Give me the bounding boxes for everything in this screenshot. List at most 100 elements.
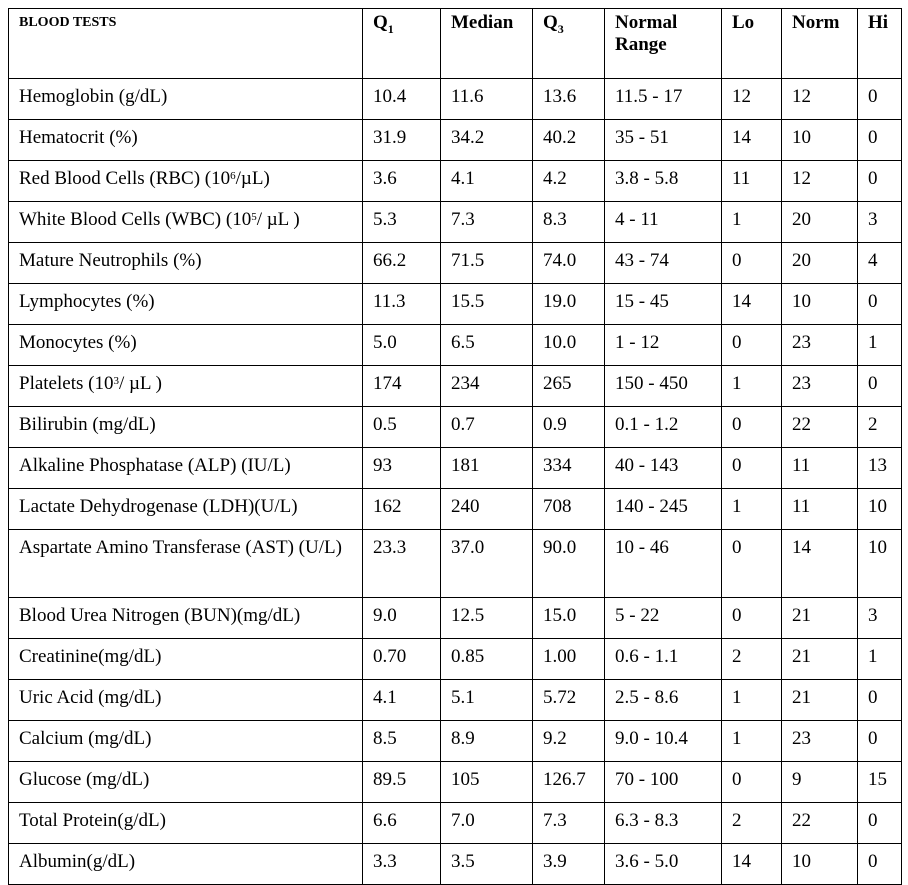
cell-q3: 9.2 — [532, 720, 605, 762]
cell-hi: 0 — [857, 283, 902, 325]
cell-lo: 1 — [721, 488, 782, 530]
blood-tests-table: BLOOD TESTS Q1 Median Q3 Normal Range Lo Norm H… — [8, 8, 902, 885]
test-name: Blood Urea Nitrogen (BUN)(mg/dL) — [19, 605, 301, 626]
cell-hi: 1 — [857, 324, 902, 366]
test-name: White Blood Cells (WBC) (10 — [19, 209, 252, 230]
cell-median: 5.1 — [440, 679, 533, 721]
cell-test: Albumin(g/dL) — [8, 843, 363, 885]
cell-q3: 13.6 — [532, 78, 605, 120]
cell-q1: 5.0 — [362, 324, 441, 366]
cell-range: 5 - 22 — [604, 597, 722, 639]
cell-hi: 10 — [857, 529, 902, 598]
cell-test: Hemoglobin (g/dL) — [8, 78, 363, 120]
cell-range: 35 - 51 — [604, 119, 722, 161]
table-row: White Blood Cells (WBC) (105/ µL ) 5.3 7.3… — [8, 201, 902, 243]
header-label: Normal Range — [615, 12, 678, 55]
header-label: Hi — [868, 12, 889, 33]
cell-hi: 0 — [857, 843, 902, 885]
cell-norm: 21 — [781, 638, 858, 680]
test-name: Creatinine(mg/dL) — [19, 646, 162, 667]
header-normal-range: Normal Range — [604, 8, 722, 79]
cell-q3: 5.72 — [532, 679, 605, 721]
cell-q1: 0.70 — [362, 638, 441, 680]
cell-norm: 23 — [781, 324, 858, 366]
cell-range: 70 - 100 — [604, 761, 722, 803]
cell-norm: 12 — [781, 78, 858, 120]
cell-q1: 8.5 — [362, 720, 441, 762]
cell-q1: 174 — [362, 365, 441, 407]
table-row: Albumin(g/dL) 3.3 3.5 3.9 3.6 - 5.0 14 10 0 — [8, 843, 902, 885]
cell-q1: 3.3 — [362, 843, 441, 885]
test-name: Red Blood Cells (RBC) (10 — [19, 168, 231, 189]
cell-lo: 0 — [721, 447, 782, 489]
cell-q3: 0.9 — [532, 406, 605, 448]
cell-norm: 10 — [781, 843, 858, 885]
table-row: Monocytes (%) 5.0 6.5 10.0 1 - 12 0 23 1 — [8, 324, 902, 366]
table-row: Creatinine(mg/dL) 0.70 0.85 1.00 0.6 - 1.1 2 2… — [8, 638, 902, 680]
cell-lo: 2 — [721, 638, 782, 680]
test-name: Platelets (10 — [19, 373, 114, 394]
header-subscript: 3 — [557, 21, 564, 36]
test-name: Lymphocytes (%) — [19, 291, 155, 312]
header-lo: Lo — [721, 8, 782, 79]
cell-q1: 5.3 — [362, 201, 441, 243]
cell-lo: 1 — [721, 720, 782, 762]
test-unit: / µL ) — [118, 373, 162, 394]
cell-q3: 74.0 — [532, 242, 605, 284]
table-row: Hematocrit (%) 31.9 34.2 40.2 35 - 51 14 10 0 — [8, 119, 902, 161]
cell-q3: 19.0 — [532, 283, 605, 325]
header-hi: Hi — [857, 8, 902, 79]
cell-q1: 89.5 — [362, 761, 441, 803]
test-name: Mature Neutrophils (%) — [19, 250, 202, 271]
cell-range: 150 - 450 — [604, 365, 722, 407]
test-name: Hematocrit (%) — [19, 127, 138, 148]
cell-median: 11.6 — [440, 78, 533, 120]
cell-range: 0.1 - 1.2 — [604, 406, 722, 448]
cell-lo: 1 — [721, 201, 782, 243]
cell-q3: 1.00 — [532, 638, 605, 680]
cell-median: 234 — [440, 365, 533, 407]
table-row: Uric Acid (mg/dL) 4.1 5.1 5.72 2.5 - 8.6 1 21 0 — [8, 679, 902, 721]
cell-q1: 9.0 — [362, 597, 441, 639]
cell-norm: 22 — [781, 802, 858, 844]
cell-hi: 0 — [857, 119, 902, 161]
cell-range: 4 - 11 — [604, 201, 722, 243]
cell-median: 8.9 — [440, 720, 533, 762]
header-label: Median — [451, 12, 514, 33]
cell-hi: 0 — [857, 720, 902, 762]
cell-test: Aspartate Amino Transferase (AST) (U/L) — [8, 529, 363, 598]
cell-test: Bilirubin (mg/dL) — [8, 406, 363, 448]
cell-range: 9.0 - 10.4 — [604, 720, 722, 762]
cell-lo: 14 — [721, 843, 782, 885]
cell-norm: 9 — [781, 761, 858, 803]
cell-q3: 8.3 — [532, 201, 605, 243]
cell-test: Creatinine(mg/dL) — [8, 638, 363, 680]
cell-test: Alkaline Phosphatase (ALP) (IU/L) — [8, 447, 363, 489]
cell-q1: 0.5 — [362, 406, 441, 448]
cell-hi: 0 — [857, 365, 902, 407]
cell-range: 15 - 45 — [604, 283, 722, 325]
cell-range: 43 - 74 — [604, 242, 722, 284]
test-name: Aspartate Amino Transferase (AST) (U/L) — [19, 537, 342, 558]
cell-norm: 23 — [781, 720, 858, 762]
cell-q3: 10.0 — [532, 324, 605, 366]
cell-hi: 0 — [857, 679, 902, 721]
cell-q1: 93 — [362, 447, 441, 489]
table-row: Bilirubin (mg/dL) 0.5 0.7 0.9 0.1 - 1.2 0 22 2 — [8, 406, 902, 448]
cell-median: 0.85 — [440, 638, 533, 680]
table-row: Blood Urea Nitrogen (BUN)(mg/dL) 9.0 12.5 1… — [8, 597, 902, 639]
cell-lo: 0 — [721, 406, 782, 448]
cell-q1: 66.2 — [362, 242, 441, 284]
cell-norm: 11 — [781, 488, 858, 530]
header-subscript: 1 — [387, 21, 394, 36]
cell-hi: 0 — [857, 160, 902, 202]
test-name: Glucose (mg/dL) — [19, 769, 150, 790]
cell-lo: 0 — [721, 242, 782, 284]
cell-median: 71.5 — [440, 242, 533, 284]
cell-test: Blood Urea Nitrogen (BUN)(mg/dL) — [8, 597, 363, 639]
cell-norm: 10 — [781, 119, 858, 161]
cell-median: 0.7 — [440, 406, 533, 448]
cell-test: White Blood Cells (WBC) (105/ µL ) — [8, 201, 363, 243]
cell-median: 4.1 — [440, 160, 533, 202]
cell-test: Red Blood Cells (RBC) (106/µL) — [8, 160, 363, 202]
